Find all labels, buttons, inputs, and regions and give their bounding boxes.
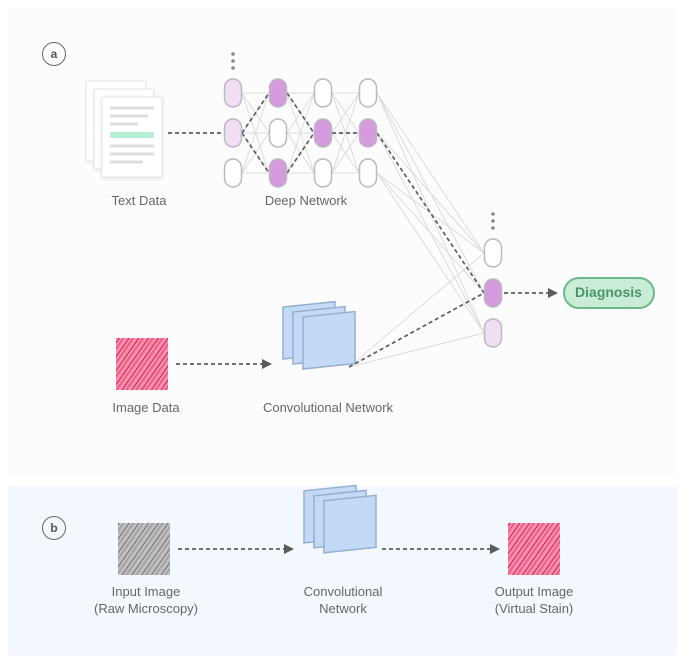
panel-b: b Input Image (Raw Microscopy) Convoluti… — [8, 486, 677, 656]
text-data-icon — [86, 81, 162, 177]
label-output-image: Output Image (Virtual Stain) — [474, 584, 594, 618]
label-input-image: Input Image (Raw Microscopy) — [86, 584, 206, 618]
input-image-icon — [118, 523, 170, 575]
output-image-icon — [508, 523, 560, 575]
label-deep-network: Deep Network — [251, 193, 361, 210]
label-conv-net-b: Convolutional Network — [288, 584, 398, 618]
merge-layer-nodes — [485, 212, 502, 347]
label-conv-net: Convolutional Network — [248, 400, 408, 417]
panel-b-svg — [8, 486, 677, 656]
label-image-data: Image Data — [106, 400, 186, 417]
panel-a: a — [8, 8, 677, 476]
label-text-data: Text Data — [94, 193, 184, 210]
image-data-icon — [116, 338, 168, 390]
conv-net-b-icon — [304, 485, 376, 552]
label-diagnosis: Diagnosis — [569, 283, 648, 301]
deep-network-nodes — [225, 52, 377, 187]
arrow-conv-to-merge — [349, 293, 484, 367]
conv-net-icon — [283, 302, 355, 369]
